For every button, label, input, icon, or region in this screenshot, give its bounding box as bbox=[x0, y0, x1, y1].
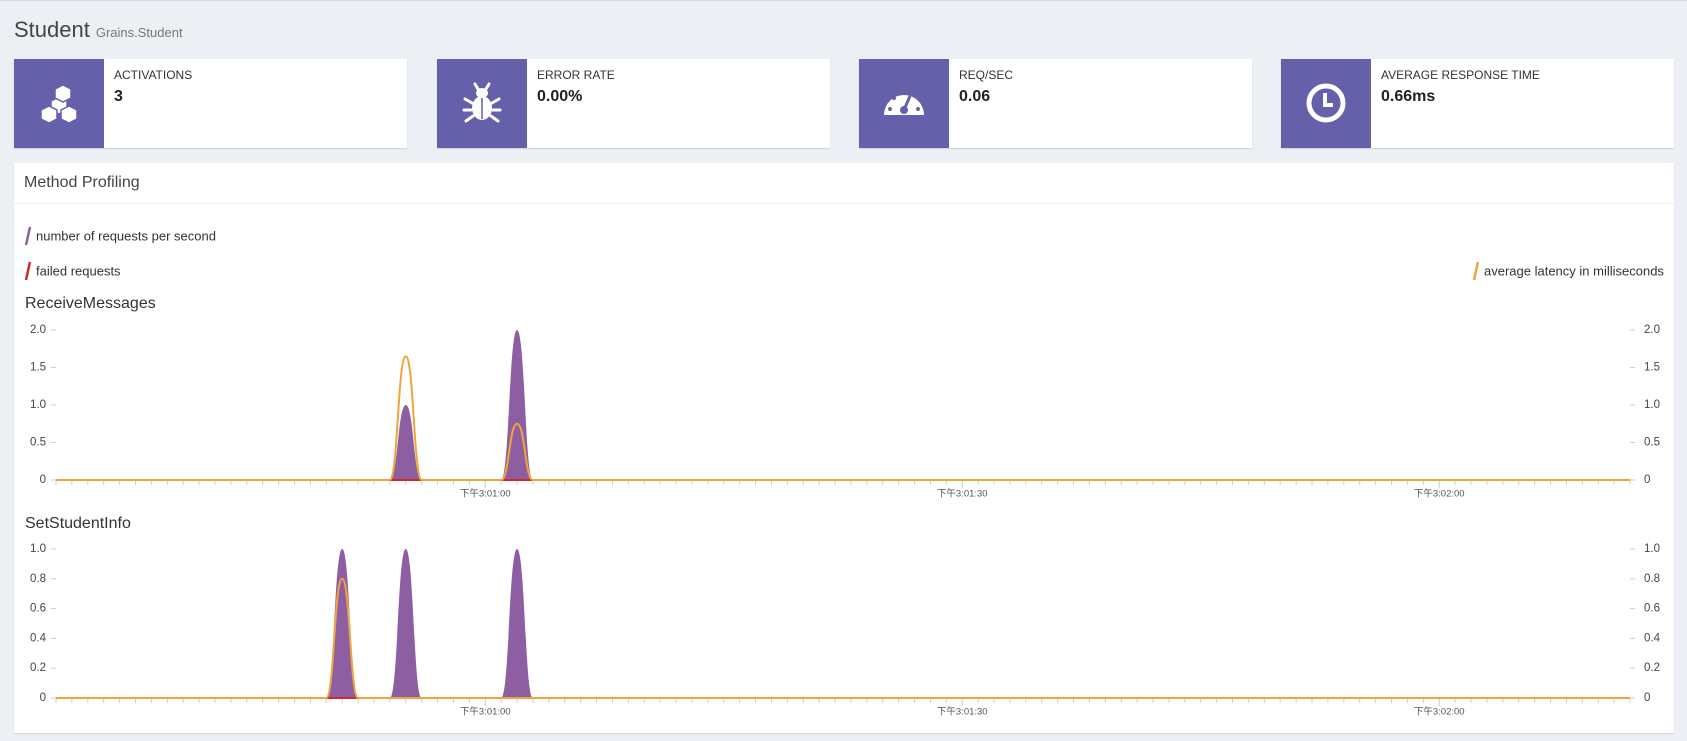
card-icon bbox=[1281, 59, 1371, 148]
y-tick-label: 0.8 bbox=[1644, 573, 1660, 585]
y-tick-label: 0.6 bbox=[1644, 603, 1660, 615]
cubes-icon bbox=[40, 84, 78, 124]
y-tick-label: 1.0 bbox=[1644, 543, 1660, 555]
card-icon bbox=[14, 59, 104, 148]
bug-icon bbox=[462, 82, 502, 123]
series-area bbox=[56, 549, 1630, 698]
y-tick-label: 2.0 bbox=[30, 324, 46, 336]
card-label: AVERAGE RESPONSE TIME bbox=[1381, 68, 1540, 82]
y-tick-label: 0 bbox=[40, 474, 46, 486]
card-value: 0.06 bbox=[959, 88, 991, 105]
legend-swatch bbox=[24, 261, 32, 281]
card-value: 3 bbox=[114, 88, 123, 105]
card-icon bbox=[437, 59, 527, 148]
series-line bbox=[55, 355, 1630, 481]
clock-icon bbox=[1306, 83, 1346, 123]
series-line bbox=[55, 577, 1630, 700]
stat-card: ACTIVATIONS 3 bbox=[14, 59, 407, 148]
y-tick-label: 0.5 bbox=[1644, 437, 1660, 449]
card-icon bbox=[859, 59, 949, 148]
y-tick-label: 0.8 bbox=[30, 573, 46, 585]
legend-label: average latency in milliseconds bbox=[1484, 263, 1664, 278]
x-tick-label: 下午3:01:30 bbox=[937, 488, 988, 500]
page-subtitle: Grains.Student bbox=[95, 25, 183, 40]
y-tick-label: 0.2 bbox=[30, 662, 46, 674]
legend-swatch bbox=[24, 226, 32, 246]
card-label: ERROR RATE bbox=[537, 68, 615, 82]
stat-card: AVERAGE RESPONSE TIME 0.66ms bbox=[1281, 59, 1674, 148]
card-value: 0.66ms bbox=[1381, 88, 1436, 105]
y-tick-label: 1.5 bbox=[30, 362, 46, 374]
legend-swatch bbox=[1472, 261, 1480, 281]
profiling-panel: Method Profiling bbox=[14, 163, 1674, 733]
card-value: 0.00% bbox=[537, 88, 583, 105]
stat-card: ERROR RATE 0.00% bbox=[437, 59, 830, 148]
card-label: REQ/SEC bbox=[959, 68, 1014, 82]
y-tick-label: 0.6 bbox=[30, 603, 46, 615]
legend-label: failed requests bbox=[36, 263, 121, 278]
y-tick-label: 2.0 bbox=[1644, 324, 1660, 336]
y-tick-label: 0.5 bbox=[30, 437, 46, 449]
legend-label: number of requests per second bbox=[36, 228, 216, 243]
x-tick-label: 下午3:02:00 bbox=[1414, 706, 1465, 718]
y-tick-label: 1.0 bbox=[1644, 399, 1660, 411]
x-tick-label: 下午3:02:00 bbox=[1414, 488, 1465, 500]
x-tick-label: 下午3:01:30 bbox=[937, 706, 988, 718]
y-tick-label: 1.5 bbox=[1644, 362, 1660, 374]
panel-title: Method Profiling bbox=[24, 174, 140, 191]
y-tick-label: 0.4 bbox=[1644, 632, 1661, 644]
x-tick-label: 下午3:01:00 bbox=[460, 488, 511, 500]
panel-divider bbox=[14, 203, 1674, 204]
chart-title: ReceiveMessages bbox=[25, 295, 156, 312]
card-label: ACTIVATIONS bbox=[114, 68, 193, 82]
stat-card: REQ/SEC 0.06 bbox=[859, 59, 1252, 148]
y-tick-label: 0.2 bbox=[1644, 662, 1660, 674]
series-area bbox=[56, 330, 1630, 480]
y-tick-label: 1.0 bbox=[30, 543, 46, 555]
y-tick-label: 0 bbox=[1644, 474, 1650, 486]
y-tick-label: 0 bbox=[40, 692, 46, 704]
y-tick-label: 1.0 bbox=[30, 399, 46, 411]
y-tick-label: 0 bbox=[1644, 692, 1650, 704]
x-tick-label: 下午3:01:00 bbox=[460, 706, 511, 718]
header: Student Grains.Student bbox=[14, 17, 183, 43]
y-tick-label: 0.4 bbox=[30, 632, 47, 644]
chart-title: SetStudentInfo bbox=[25, 515, 131, 532]
gauge-icon bbox=[884, 91, 924, 115]
page-title: Student bbox=[14, 17, 90, 42]
